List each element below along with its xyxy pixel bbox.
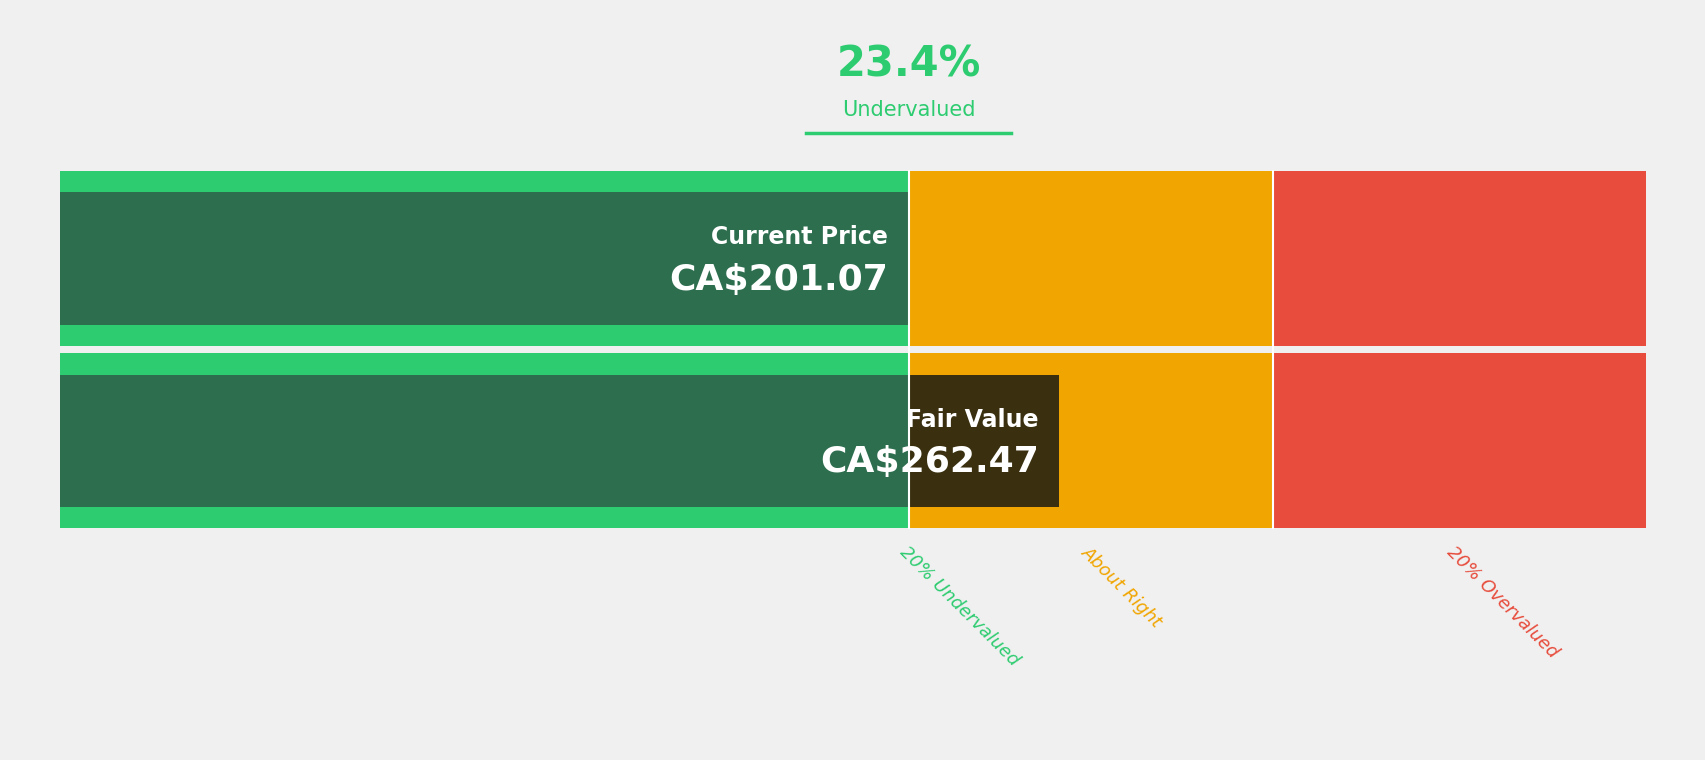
Text: About Right: About Right — [1078, 543, 1165, 631]
Text: 20% Overvalued: 20% Overvalued — [1442, 543, 1560, 662]
Bar — [60, 192, 909, 325]
Bar — [60, 171, 909, 346]
Bar — [1272, 171, 1645, 346]
Bar — [909, 353, 1272, 528]
Text: Fair Value: Fair Value — [905, 407, 1038, 432]
Bar — [909, 375, 1059, 507]
Bar — [1272, 353, 1645, 528]
Text: Current Price: Current Price — [711, 225, 888, 249]
Text: CA$262.47: CA$262.47 — [820, 445, 1038, 479]
Text: 23.4%: 23.4% — [835, 43, 980, 86]
Bar — [60, 353, 909, 528]
Text: Undervalued: Undervalued — [841, 100, 975, 120]
Text: CA$201.07: CA$201.07 — [668, 263, 888, 296]
Bar — [60, 375, 909, 507]
Bar — [909, 171, 1272, 346]
Text: 20% Undervalued: 20% Undervalued — [895, 543, 1021, 670]
